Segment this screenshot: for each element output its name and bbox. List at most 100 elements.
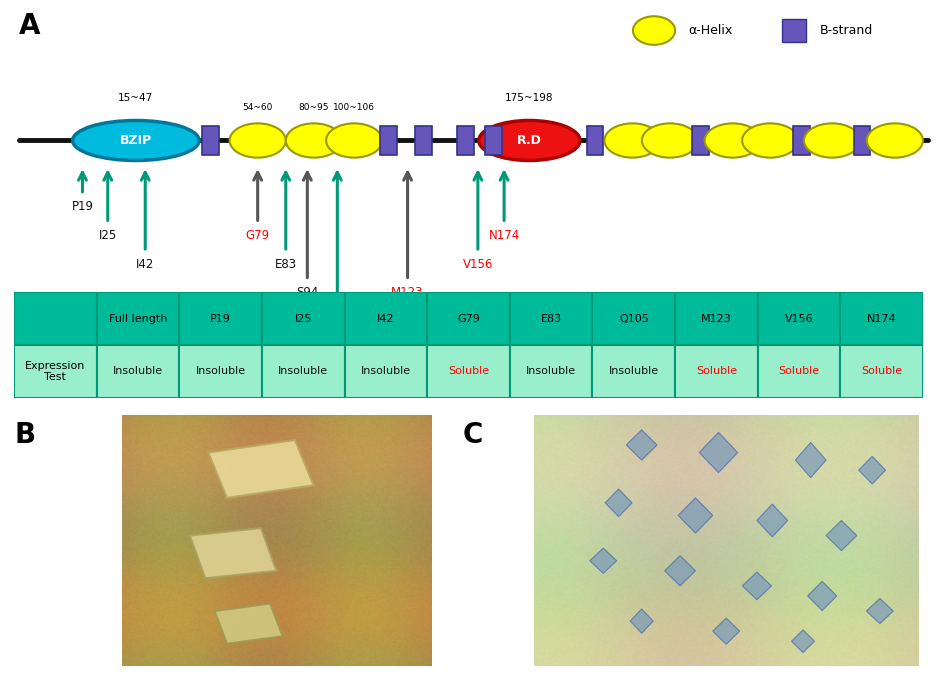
Bar [179,345,262,398]
Polygon shape [712,618,739,644]
Ellipse shape [866,123,922,158]
Ellipse shape [641,123,697,158]
Bar [674,345,757,398]
Ellipse shape [478,120,579,160]
Polygon shape [664,556,695,586]
Bar [840,345,922,398]
Bar [853,126,870,155]
Bar [14,345,96,398]
Bar [840,292,922,345]
Bar [592,345,674,398]
Text: 15~47: 15~47 [118,93,154,103]
Text: 80~95: 80~95 [299,103,329,112]
Polygon shape [589,548,616,573]
Polygon shape [625,430,656,460]
Bar [485,126,502,155]
Text: I42: I42 [376,313,394,324]
Bar [427,292,509,345]
Text: M123: M123 [700,313,731,324]
Text: E83: E83 [540,313,561,324]
Bar [457,126,474,155]
Text: A: A [19,12,40,40]
Text: I25: I25 [98,229,117,242]
Polygon shape [791,630,813,653]
Text: C: C [462,422,483,449]
Bar [586,126,603,155]
Ellipse shape [72,120,198,160]
Text: BZIP: BZIP [120,134,152,147]
Text: Full length: Full length [109,313,167,324]
Text: 175~198: 175~198 [505,93,553,103]
Ellipse shape [803,123,859,158]
Text: Soluble: Soluble [695,367,736,377]
Text: Insoluble: Insoluble [113,367,163,377]
Bar [757,292,840,345]
Bar [674,292,757,345]
Text: I25: I25 [294,313,312,324]
Ellipse shape [326,123,382,158]
Text: α-Helix: α-Helix [688,24,732,37]
Bar [415,126,431,155]
Text: V156: V156 [462,258,492,271]
Text: G79: G79 [457,313,479,324]
Bar [262,292,344,345]
Polygon shape [795,443,826,477]
Bar [179,292,262,345]
Text: Q105: Q105 [618,313,648,324]
Text: Soluble: Soluble [447,367,489,377]
Polygon shape [698,432,737,473]
Text: Insoluble: Insoluble [525,367,576,377]
Bar [96,292,179,345]
Bar [792,126,809,155]
Text: V156: V156 [783,313,812,324]
Polygon shape [866,598,892,624]
Polygon shape [741,572,770,600]
Text: B: B [15,422,37,449]
Bar [202,126,219,155]
Bar [757,345,840,398]
Ellipse shape [229,123,285,158]
Polygon shape [807,581,836,611]
Polygon shape [629,609,652,633]
Ellipse shape [285,123,342,158]
Text: P19: P19 [71,201,94,214]
Text: E83: E83 [274,258,297,271]
Text: Soluble: Soluble [860,367,901,377]
Bar [509,292,592,345]
Bar [427,345,509,398]
Text: R.D: R.D [517,134,541,147]
Text: S94: S94 [296,286,318,299]
Polygon shape [857,456,885,484]
Text: N174: N174 [488,229,519,242]
Text: Expression
Test: Expression Test [25,360,85,382]
Polygon shape [826,520,856,551]
Text: Insoluble: Insoluble [608,367,658,377]
Polygon shape [605,489,632,517]
Text: 100~106: 100~106 [333,103,374,112]
Polygon shape [678,498,712,533]
Ellipse shape [704,123,760,158]
Polygon shape [208,440,314,498]
Polygon shape [190,528,276,578]
Polygon shape [756,504,787,537]
Ellipse shape [741,123,797,158]
Text: N174: N174 [866,313,896,324]
Bar [380,126,397,155]
Text: Insoluble: Insoluble [196,367,245,377]
Ellipse shape [604,123,660,158]
Text: Soluble: Soluble [778,367,819,377]
Text: I42: I42 [136,258,154,271]
Bar [692,126,709,155]
Text: 54~60: 54~60 [242,103,272,112]
Bar [592,292,674,345]
Text: Insoluble: Insoluble [360,367,411,377]
Text: B-strand: B-strand [819,24,872,37]
Bar [782,19,805,42]
Polygon shape [214,604,283,644]
Bar [344,345,427,398]
Bar [344,292,427,345]
Bar [96,345,179,398]
Text: Q105: Q105 [321,315,353,328]
Bar [509,345,592,398]
Bar [14,292,96,345]
